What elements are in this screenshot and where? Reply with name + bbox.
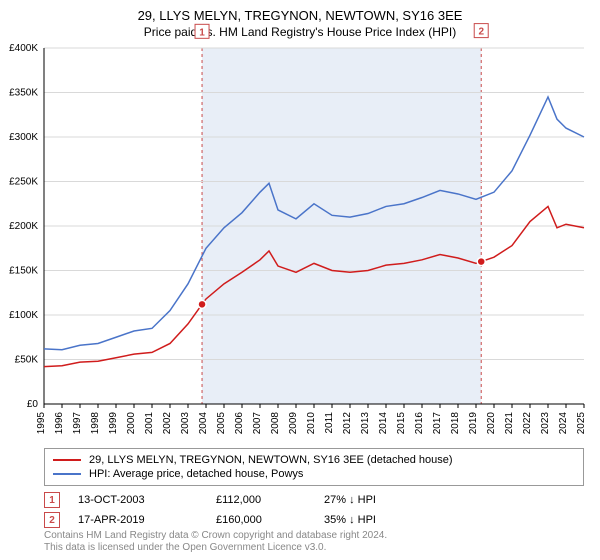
- sale-price: £112,000: [216, 494, 306, 506]
- footer-line: This data is licensed under the Open Gov…: [44, 542, 387, 554]
- footer-line: Contains HM Land Registry data © Crown c…: [44, 530, 387, 542]
- svg-text:2011: 2011: [324, 412, 335, 434]
- svg-text:£150K: £150K: [9, 266, 38, 277]
- svg-text:2001: 2001: [144, 412, 155, 435]
- sale-hpi: 35% ↓ HPI: [324, 514, 424, 526]
- svg-text:2002: 2002: [162, 412, 173, 435]
- sale-marker-dot: [198, 300, 206, 308]
- svg-text:2010: 2010: [306, 412, 317, 435]
- chart-plot-area: £0£50K£100K£150K£200K£250K£300K£350K£400…: [44, 48, 584, 404]
- svg-text:2017: 2017: [432, 412, 443, 435]
- sale-date: 13-OCT-2003: [78, 494, 198, 506]
- svg-text:2014: 2014: [378, 412, 389, 435]
- svg-text:1998: 1998: [90, 412, 101, 435]
- legend-label: HPI: Average price, detached house, Powy…: [89, 468, 303, 480]
- svg-text:1999: 1999: [108, 412, 119, 435]
- sales-table: 1 13-OCT-2003 £112,000 27% ↓ HPI 2 17-APR-201…: [44, 490, 424, 530]
- svg-text:2020: 2020: [486, 412, 497, 435]
- svg-text:1996: 1996: [54, 412, 65, 435]
- sale-price: £160,000: [216, 514, 306, 526]
- svg-text:2005: 2005: [216, 412, 227, 435]
- chart-title-block: 29, LLYS MELYN, TREGYNON, NEWTOWN, SY16 …: [0, 0, 600, 39]
- svg-text:2008: 2008: [270, 412, 281, 435]
- sale-marker-ref: 2: [44, 512, 60, 528]
- svg-text:2015: 2015: [396, 412, 407, 435]
- legend-item: HPI: Average price, detached house, Powy…: [53, 467, 575, 481]
- sale-marker-num: 2: [478, 27, 484, 38]
- svg-text:£250K: £250K: [9, 177, 38, 188]
- chart-legend: 29, LLYS MELYN, TREGYNON, NEWTOWN, SY16 …: [44, 448, 584, 486]
- svg-text:2000: 2000: [126, 412, 137, 435]
- svg-text:2009: 2009: [288, 412, 299, 435]
- svg-text:2007: 2007: [252, 412, 263, 435]
- svg-text:£50K: £50K: [15, 355, 39, 366]
- legend-label: 29, LLYS MELYN, TREGYNON, NEWTOWN, SY16 …: [89, 454, 453, 466]
- svg-text:2022: 2022: [522, 412, 533, 435]
- svg-text:2023: 2023: [540, 412, 551, 435]
- footer-attribution: Contains HM Land Registry data © Crown c…: [44, 530, 387, 554]
- sale-date: 17-APR-2019: [78, 514, 198, 526]
- svg-text:2018: 2018: [450, 412, 461, 435]
- sale-marker-ref: 1: [44, 492, 60, 508]
- svg-text:£0: £0: [27, 399, 39, 410]
- svg-text:2004: 2004: [198, 412, 209, 435]
- svg-text:2013: 2013: [360, 412, 371, 435]
- svg-text:£100K: £100K: [9, 310, 38, 321]
- svg-text:£350K: £350K: [9, 88, 38, 99]
- sale-marker-dot: [477, 258, 485, 266]
- svg-text:£200K: £200K: [9, 221, 38, 232]
- sale-marker-num: 1: [199, 27, 205, 38]
- svg-text:1997: 1997: [72, 412, 83, 435]
- sale-row: 1 13-OCT-2003 £112,000 27% ↓ HPI: [44, 490, 424, 510]
- svg-text:2019: 2019: [468, 412, 479, 435]
- legend-swatch: [53, 473, 81, 475]
- chart-subtitle: Price paid vs. HM Land Registry's House …: [0, 25, 600, 39]
- svg-text:2012: 2012: [342, 412, 353, 435]
- legend-item: 29, LLYS MELYN, TREGYNON, NEWTOWN, SY16 …: [53, 453, 575, 467]
- svg-text:2025: 2025: [576, 412, 587, 435]
- svg-text:2006: 2006: [234, 412, 245, 435]
- svg-text:1995: 1995: [36, 412, 47, 435]
- svg-text:2021: 2021: [504, 412, 515, 435]
- legend-swatch: [53, 459, 81, 461]
- svg-text:2003: 2003: [180, 412, 191, 435]
- svg-text:2024: 2024: [558, 412, 569, 435]
- svg-text:£300K: £300K: [9, 132, 38, 143]
- svg-text:2016: 2016: [414, 412, 425, 435]
- chart-title: 29, LLYS MELYN, TREGYNON, NEWTOWN, SY16 …: [0, 8, 600, 23]
- sale-row: 2 17-APR-2019 £160,000 35% ↓ HPI: [44, 510, 424, 530]
- sale-hpi: 27% ↓ HPI: [324, 494, 424, 506]
- svg-text:£400K: £400K: [9, 43, 38, 54]
